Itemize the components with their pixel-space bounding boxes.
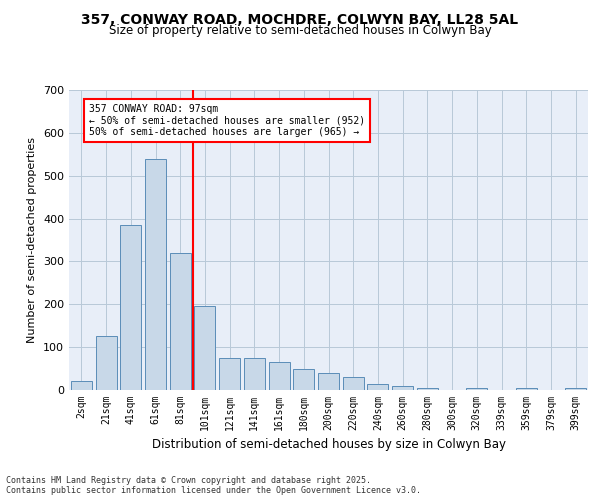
- Y-axis label: Number of semi-detached properties: Number of semi-detached properties: [28, 137, 37, 343]
- Bar: [194, 306, 215, 390]
- Bar: [392, 386, 413, 390]
- Text: 357 CONWAY ROAD: 97sqm
← 50% of semi-detached houses are smaller (952)
50% of se: 357 CONWAY ROAD: 97sqm ← 50% of semi-det…: [89, 104, 365, 137]
- Bar: [95, 336, 116, 390]
- Bar: [343, 377, 364, 390]
- Bar: [120, 225, 141, 390]
- Bar: [170, 253, 191, 390]
- Bar: [466, 388, 487, 390]
- Bar: [71, 382, 92, 390]
- Bar: [219, 358, 240, 390]
- Bar: [269, 362, 290, 390]
- Text: Contains HM Land Registry data © Crown copyright and database right 2025.
Contai: Contains HM Land Registry data © Crown c…: [6, 476, 421, 495]
- Bar: [565, 388, 586, 390]
- Text: 357, CONWAY ROAD, MOCHDRE, COLWYN BAY, LL28 5AL: 357, CONWAY ROAD, MOCHDRE, COLWYN BAY, L…: [82, 12, 518, 26]
- Bar: [318, 373, 339, 390]
- Text: Size of property relative to semi-detached houses in Colwyn Bay: Size of property relative to semi-detach…: [109, 24, 491, 37]
- Bar: [367, 384, 388, 390]
- Bar: [244, 358, 265, 390]
- Bar: [417, 388, 438, 390]
- Bar: [293, 368, 314, 390]
- X-axis label: Distribution of semi-detached houses by size in Colwyn Bay: Distribution of semi-detached houses by …: [151, 438, 505, 452]
- Bar: [516, 388, 537, 390]
- Bar: [145, 158, 166, 390]
